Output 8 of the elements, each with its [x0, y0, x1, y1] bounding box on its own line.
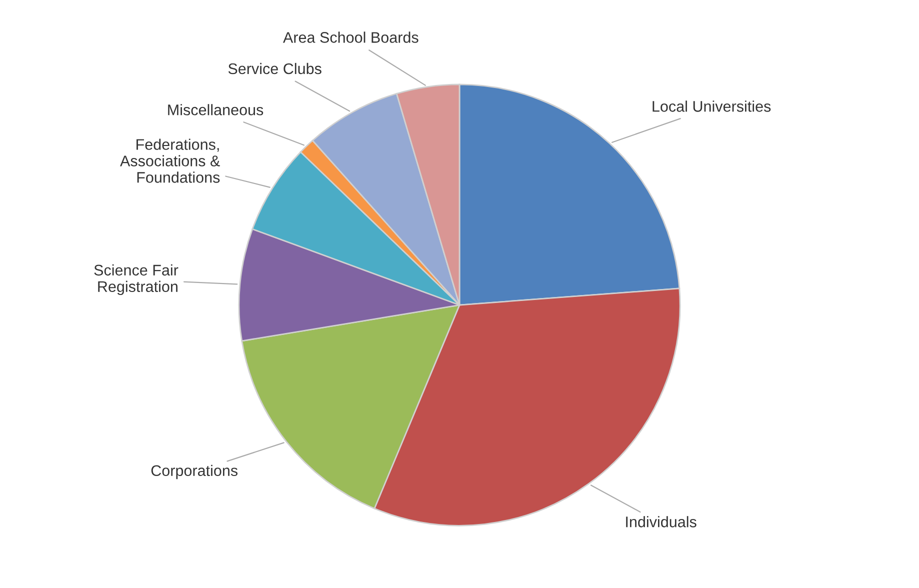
slice-label: Local Universities	[652, 100, 771, 112]
slice-label: Individuals	[626, 516, 696, 528]
slice-label: Federations, Associations & Foundations	[120, 138, 220, 183]
slice-label: Miscellaneous	[168, 104, 264, 116]
slice-label: Corporations	[151, 464, 238, 480]
slice-label: Science Fair Registration	[94, 264, 178, 296]
slice-label: Area School Boards	[283, 32, 418, 43]
slice-label: Service Clubs	[228, 62, 322, 74]
